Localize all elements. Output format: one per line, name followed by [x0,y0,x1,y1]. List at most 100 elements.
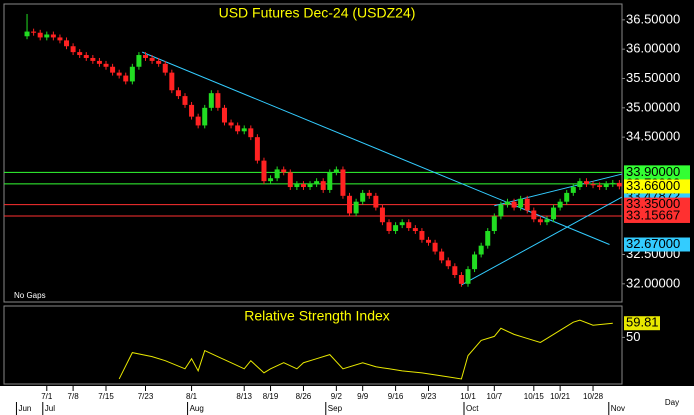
candle-body [465,269,471,284]
candle-body [406,222,412,229]
candle-body [610,182,616,185]
candle-body [478,245,484,255]
candle-body [44,34,50,38]
y-tick-label: 35.50000 [626,70,680,85]
candle-body [195,116,201,126]
candle-body [340,169,346,196]
trend-line [494,173,623,207]
x-tick-label: 9/16 [388,392,404,401]
candle-body [156,60,162,64]
y-tick-label: 36.00000 [626,41,680,56]
candle-body [320,181,326,190]
x-tick-label: 8/19 [263,392,279,401]
candle-body [570,187,576,193]
candle-body [228,122,234,126]
main-panel [3,3,623,303]
candle-body [426,239,432,243]
candle-body [281,169,287,173]
candle-body [202,107,208,126]
candle-body [208,93,214,108]
candle-body [96,60,102,64]
candle-body [458,275,464,284]
candle-body [274,169,280,179]
candle-body [37,32,43,38]
candle-body [347,195,353,214]
candle-body [221,107,227,123]
candle-body [175,90,181,97]
candle-body [531,210,537,220]
candle-body [294,184,300,188]
x-tick-label: 10/7 [487,392,503,401]
x-tick-label: 10/28 [583,392,604,401]
x-tick-label: 10/21 [550,392,571,401]
candle-body [616,182,622,187]
candle-body [537,219,543,223]
x-tick-label: 10/15 [524,392,545,401]
candle-body [373,195,379,208]
trend-label-box [624,237,690,252]
candle-body [366,192,372,196]
x-axis-strip [0,386,694,415]
x-tick-label: 9/23 [421,392,437,401]
candle-body [386,222,392,232]
y-tick-label: 50 [626,329,640,344]
last-price-label-box [624,179,690,194]
candle-body [116,72,122,76]
candle-body [136,55,142,67]
candle-body [241,128,247,132]
candle-body [143,55,149,58]
month-label: Nov [611,404,625,413]
candle-body [564,192,570,202]
candle-body [498,204,504,217]
candle-body [90,57,96,61]
candle-body [162,63,168,73]
rsi-last-box [624,316,660,331]
candle-body [445,260,451,267]
candle-body [485,231,491,246]
candle-body [129,66,135,82]
candle-body [360,192,366,202]
x-tick-label: 7/8 [68,392,80,401]
candle-body [399,222,405,226]
candle-body [603,184,609,188]
candle-body [504,201,510,205]
candle-body [31,31,37,33]
candle-body [544,219,550,223]
x-tick-label: 8/26 [296,392,312,401]
candle-body [557,201,563,208]
candle-body [268,178,274,182]
candle-body [261,160,267,182]
x-tick-label: 10/1 [460,392,476,401]
candle-body [518,198,524,208]
trend-label: 32.67000 [626,236,680,251]
level-label-box [624,197,690,212]
candle-body [182,96,188,105]
level-label: 33.90000 [626,164,680,179]
candle-body [452,266,458,276]
candle-body [439,251,445,261]
rsi-panel [3,305,623,385]
y-tick-label: 35.00000 [626,99,680,114]
candle-body [379,207,385,223]
candle-body [327,172,333,190]
level-label-box [624,165,690,180]
candle-body [83,55,89,58]
candle-body [314,181,320,185]
candle-body [307,184,313,188]
x-tick-label: 8/1 [186,392,198,401]
x-tick-label: 9/9 [357,392,369,401]
month-label: Jun [18,404,31,413]
candle-body [551,207,557,220]
candle-body [583,181,589,185]
candle-body [70,46,76,53]
chart-title: USD Futures Dec-24 (USDZ24) [219,5,416,21]
rsi-title: Relative Strength Index [244,308,390,324]
level-label-box [624,208,690,223]
candle-body [254,137,260,161]
candle-body [50,34,56,38]
candle-body [491,216,497,232]
candle-body [57,37,63,41]
